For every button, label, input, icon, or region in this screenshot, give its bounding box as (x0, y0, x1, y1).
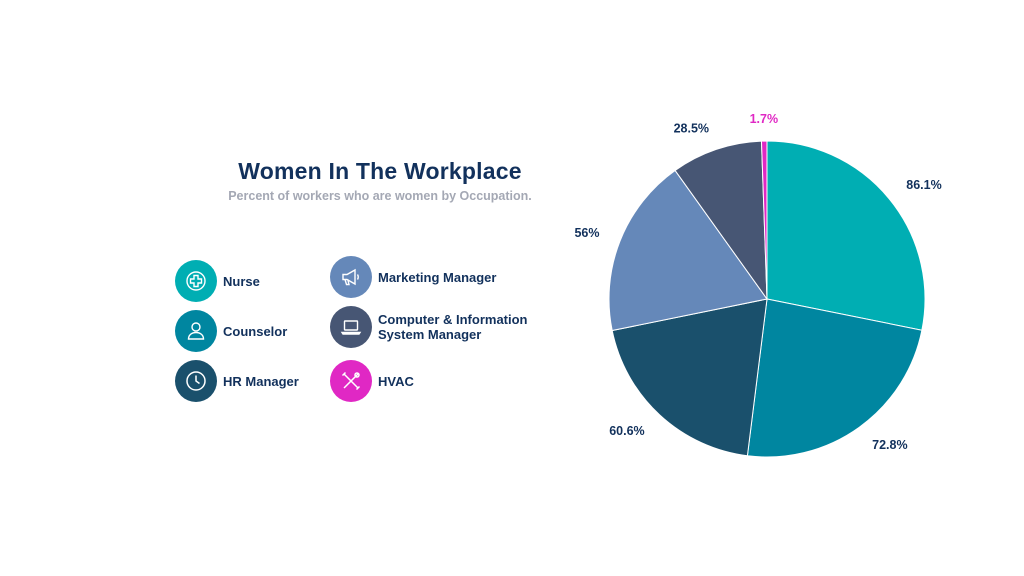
legend-item-hr-manager: HR Manager (175, 360, 299, 402)
pie-label-0: 86.1% (906, 178, 941, 192)
legend-item-computer-manager: Computer & Information System Manager (330, 306, 528, 348)
pie-label-2: 60.6% (609, 424, 644, 438)
megaphone-icon (330, 256, 372, 298)
pie-label-1: 72.8% (872, 438, 907, 452)
legend-label-counselor: Counselor (223, 323, 288, 339)
legend-label-computer-manager: Computer & Information System Manager (378, 312, 528, 342)
legend-label-nurse: Nurse (223, 273, 260, 289)
legend-label-marketing-manager: Marketing Manager (378, 269, 497, 285)
pie-slice-2 (611, 298, 768, 457)
clock-icon (175, 360, 217, 402)
laptop-icon (330, 306, 372, 348)
pie-slice-3 (608, 169, 768, 332)
pie-slice-1 (746, 298, 923, 458)
person-icon (175, 310, 217, 352)
chart-subtitle: Percent of workers who are women by Occu… (228, 189, 532, 203)
legend-item-counselor: Counselor (175, 310, 287, 352)
medical-cross-icon (175, 260, 217, 302)
legend-label-hr-manager: HR Manager (223, 373, 299, 389)
pie-slice-5 (760, 140, 768, 300)
legend-item-nurse: Nurse (175, 260, 260, 302)
pie-label-4: 28.5% (674, 122, 709, 136)
chart-header: Women In The Workplace Percent of worker… (160, 158, 600, 203)
tools-icon (330, 360, 372, 402)
pie-slice-4 (674, 140, 768, 301)
legend-item-marketing-manager: Marketing Manager (330, 256, 496, 298)
pie-label-5: 1.7% (750, 112, 779, 126)
pie-chart: 86.1% 72.8% 60.6% 56% 28.5% 1.7% (574, 112, 942, 458)
pie-slice-0 (766, 140, 926, 331)
legend-item-hvac: HVAC (330, 360, 414, 402)
legend-label-hvac: HVAC (378, 373, 414, 389)
pie-label-3: 56% (574, 226, 599, 240)
chart-title: Women In The Workplace (238, 158, 522, 184)
